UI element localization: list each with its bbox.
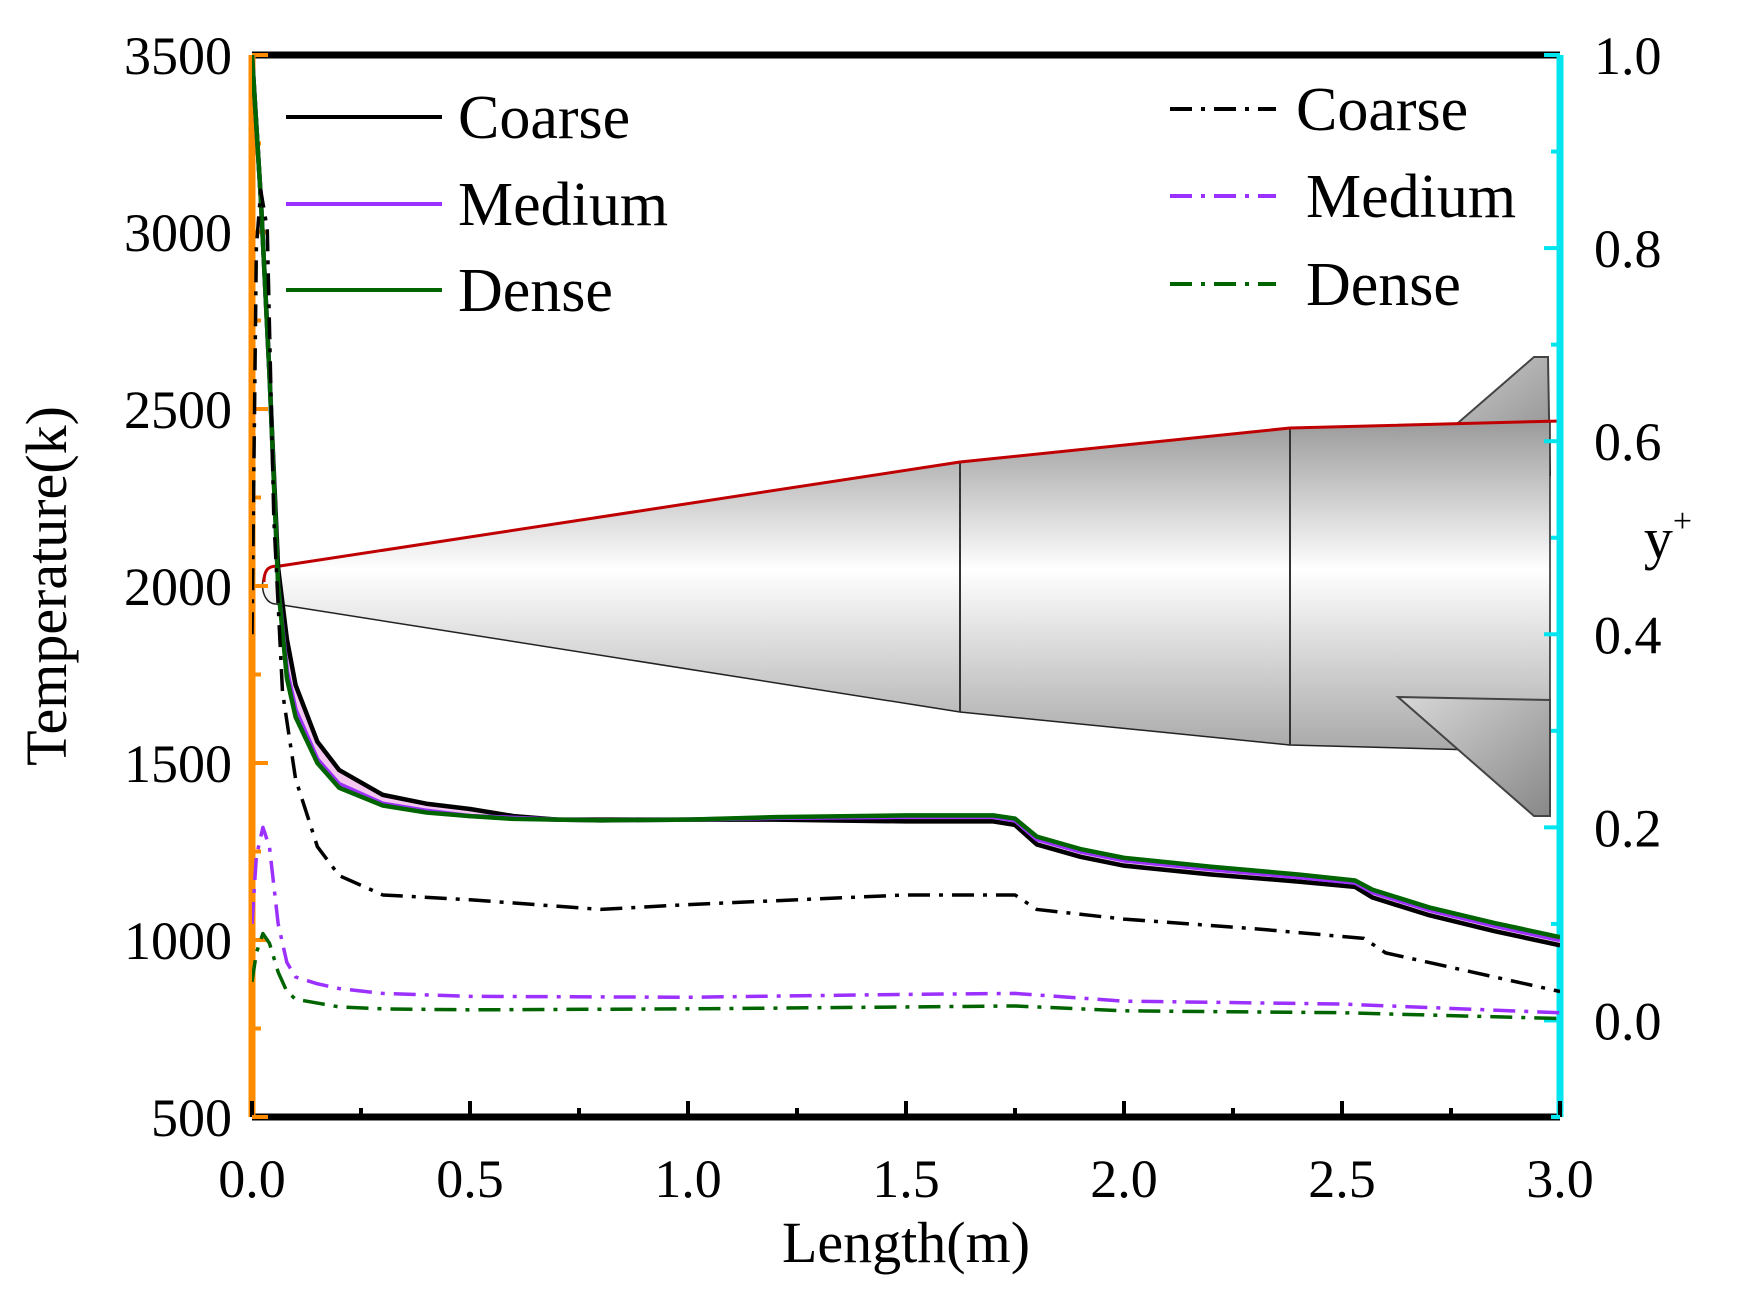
right-y-tick-label: 1.0 xyxy=(1594,26,1662,86)
right-y-tick-label: 0.0 xyxy=(1594,991,1662,1051)
legend-right: Coarse Medium Dense xyxy=(1170,76,1516,319)
x-tick-label: 1.5 xyxy=(872,1149,940,1209)
x-axis-title: Length(m) xyxy=(782,1210,1030,1275)
legend-label: Dense xyxy=(1306,251,1461,319)
right-y-tick-label: 0.4 xyxy=(1594,605,1662,665)
x-tick-label: 3.0 xyxy=(1526,1149,1594,1209)
x-tick-label: 2.5 xyxy=(1308,1149,1376,1209)
right-y-tick-label: 0.8 xyxy=(1594,219,1662,279)
right-y-tick-labels: 0.0 0.2 0.4 0.6 0.8 1.0 xyxy=(1594,26,1662,1051)
temperature-line-dense xyxy=(252,55,1560,940)
yplus-line-dense xyxy=(252,931,1560,1021)
vehicle-fin-bottom xyxy=(1395,695,1551,817)
right-y-axis-title-sup: + xyxy=(1673,503,1692,540)
x-tick-label: 0.5 xyxy=(436,1149,504,1209)
left-y-tick-label: 3000 xyxy=(124,203,232,263)
left-y-axis-title: Temperature(k) xyxy=(14,406,79,766)
left-y-tick-label: 2500 xyxy=(124,380,232,440)
series-layer xyxy=(252,55,1560,1021)
x-tick-label: 1.0 xyxy=(654,1149,722,1209)
legend-left: Coarse Medium Dense xyxy=(286,84,668,325)
right-y-tick-label: 0.2 xyxy=(1594,798,1662,858)
left-y-tick-label: 500 xyxy=(151,1088,232,1148)
left-y-tick-labels: 500 1000 1500 2000 2500 3000 3500 xyxy=(124,26,232,1148)
legend-label: Medium xyxy=(458,171,668,239)
left-y-tick-label: 1000 xyxy=(124,911,232,971)
yplus-line-coarse xyxy=(252,188,1560,994)
legend-label: Coarse xyxy=(1296,76,1468,144)
vehicle-outline-top xyxy=(262,419,1561,583)
vehicle-illustration xyxy=(261,356,1561,817)
right-y-axis-title: y+ xyxy=(1644,503,1692,571)
yplus-line-medium xyxy=(252,825,1560,1015)
x-tick-label: 0.0 xyxy=(218,1149,286,1209)
left-y-tick-label: 2000 xyxy=(124,557,232,617)
legend-label: Dense xyxy=(458,257,613,325)
axis-ticks xyxy=(250,53,1562,1119)
right-y-tick-label: 0.6 xyxy=(1594,412,1662,472)
left-y-tick-label: 1500 xyxy=(124,734,232,794)
right-y-axis-title-base: y xyxy=(1644,506,1673,571)
x-tick-label: 2.0 xyxy=(1090,1149,1158,1209)
legend-label: Coarse xyxy=(458,84,630,152)
x-tick-labels: 0.0 0.5 1.0 1.5 2.0 2.5 3.0 xyxy=(218,1149,1594,1209)
left-y-tick-label: 3500 xyxy=(124,26,232,86)
legend-label: Medium xyxy=(1306,163,1516,231)
